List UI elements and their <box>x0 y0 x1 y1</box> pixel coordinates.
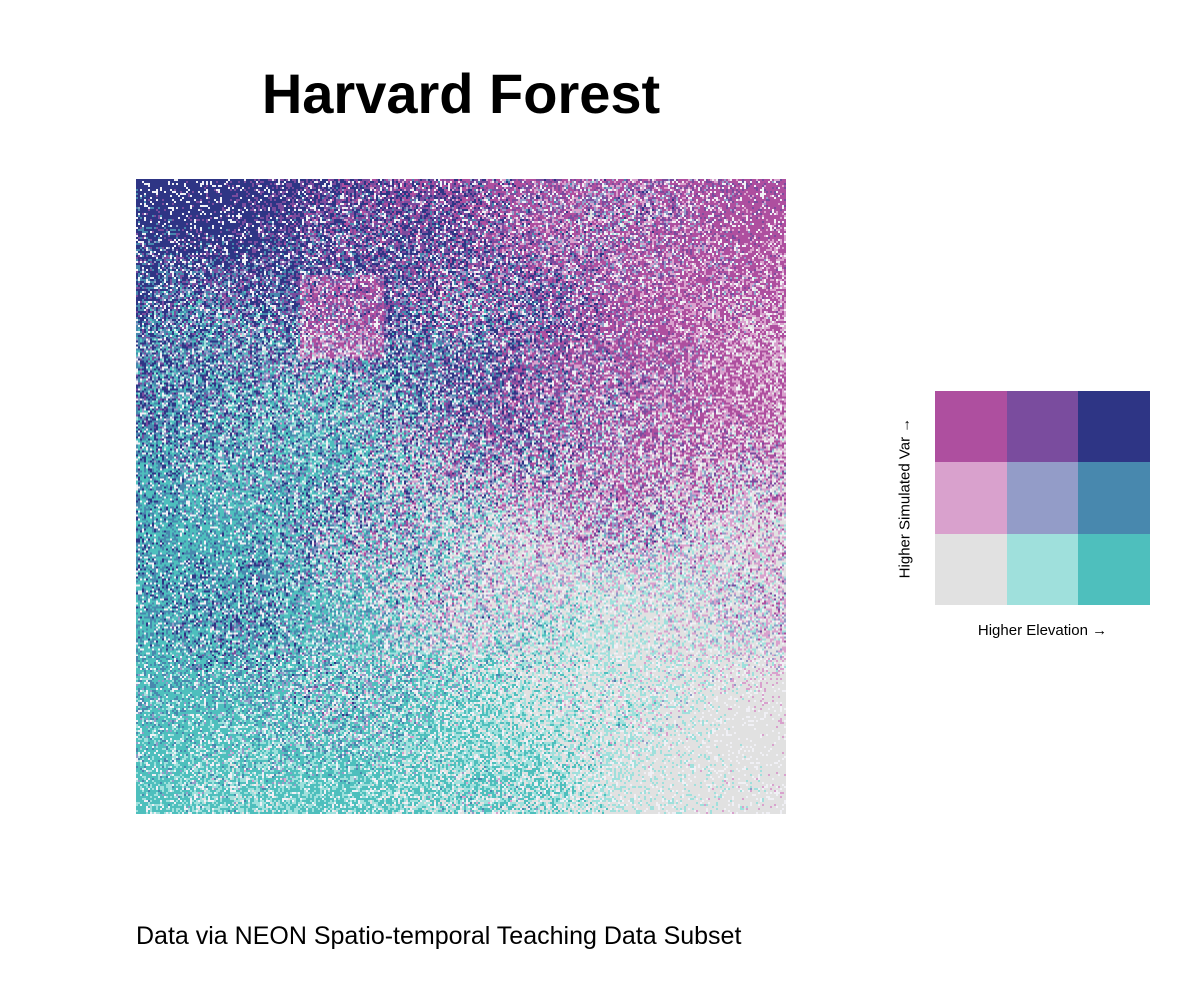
legend-cell-0-0 <box>935 391 1007 463</box>
data-source-caption: Data via NEON Spatio-temporal Teaching D… <box>136 922 742 950</box>
legend-cell-0-1 <box>1006 391 1079 463</box>
legend-cell-2-1 <box>1006 533 1079 605</box>
legend-cell-0-2 <box>1078 391 1150 463</box>
bivariate-legend <box>935 391 1150 605</box>
legend-cell-2-2 <box>1078 533 1150 605</box>
legend-cell-1-2 <box>1078 462 1150 534</box>
map-title: Harvard Forest <box>261 62 661 125</box>
legend-y-axis-label-text: Higher Simulated Var → <box>896 417 914 579</box>
legend-x-axis-label: Higher Elevation → <box>977 622 1108 639</box>
legend-cell-1-1 <box>1006 462 1079 534</box>
bivariate-raster-map <box>136 179 786 814</box>
legend-cell-1-0 <box>935 462 1007 534</box>
legend-cell-2-0 <box>935 533 1007 605</box>
